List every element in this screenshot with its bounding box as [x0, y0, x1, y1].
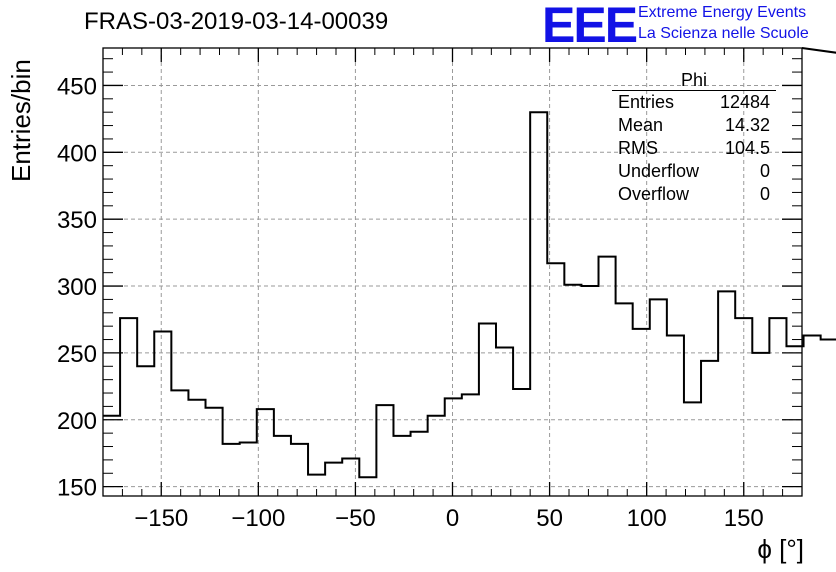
axis-ticks [102, 48, 803, 496]
histogram-bin [564, 285, 581, 496]
x-tick-label: 50 [536, 505, 563, 532]
x-tick-label: −150 [134, 505, 188, 532]
histogram-bin [462, 394, 479, 496]
histogram-bin [769, 318, 786, 496]
histogram-bin [821, 340, 836, 496]
stats-title: Phi [612, 70, 776, 91]
histogram-bin [616, 303, 633, 496]
stats-label: Mean [618, 115, 664, 135]
histogram-bin [650, 299, 667, 496]
histogram-bin [154, 332, 171, 496]
histogram-bin [223, 444, 240, 496]
stats-value: 0 [759, 184, 770, 204]
stats-label: Underflow [618, 161, 700, 181]
histogram-bin [103, 416, 120, 496]
histogram-bin [752, 353, 769, 496]
logo-tagline-1: Extreme Energy Events [638, 4, 807, 21]
histogram-bin [359, 477, 376, 496]
stats-value: 0 [759, 161, 770, 181]
stats-row-mean: Mean 14.32 [612, 114, 776, 137]
histogram-bin [445, 398, 462, 496]
histogram-bin [599, 257, 616, 496]
histogram-bin [171, 390, 188, 496]
histogram-bin [513, 389, 530, 496]
x-tick-label: −50 [335, 505, 376, 532]
histogram-bin [581, 286, 598, 496]
x-axis-label: ϕ [°] [757, 534, 804, 564]
stats-value: 104.5 [724, 138, 770, 158]
histogram-bin [188, 400, 205, 496]
tick-labels: −150 −100 −50 0 50 100 150 150 200 250 300 350 400 45… [57, 73, 764, 532]
histogram-bin [530, 112, 547, 496]
histogram-bin [633, 329, 650, 496]
x-tick-label: −100 [231, 505, 285, 532]
histogram-bin [291, 444, 308, 496]
x-tick-label: 100 [627, 505, 667, 532]
eee-logo: EEE [542, 0, 638, 53]
stats-label: Entries [618, 92, 675, 112]
stats-value: 12484 [719, 92, 770, 112]
histogram-bin [137, 366, 154, 496]
histogram-bin [701, 361, 718, 496]
histogram-bin [496, 348, 513, 496]
stats-value: 14.32 [724, 115, 770, 135]
stats-row-entries: Entries 12484 [612, 91, 776, 114]
histogram-outline [103, 47, 836, 479]
histogram-bin [206, 408, 223, 496]
stats-label: Overflow [618, 184, 690, 204]
histogram-bin [804, 336, 821, 496]
y-tick-label: 350 [57, 207, 97, 234]
histogram-bin [428, 416, 445, 496]
y-tick-label: 150 [57, 475, 97, 502]
histogram-bin [376, 405, 393, 496]
y-tick-label: 300 [57, 274, 97, 301]
y-axis-label: Entries/bin [6, 59, 36, 182]
histogram-bin [718, 291, 735, 496]
stats-row-overflow: Overflow 0 [612, 183, 776, 206]
y-tick-label: 250 [57, 341, 97, 368]
stats-row-underflow: Underflow 0 [612, 160, 776, 183]
stats-label: RMS [618, 138, 658, 158]
histogram-bin [120, 318, 137, 496]
y-tick-label: 450 [57, 73, 97, 100]
grid-lines [103, 48, 802, 496]
histogram-bin [684, 402, 701, 496]
y-tick-label: 400 [57, 140, 97, 167]
histogram-bin [257, 409, 274, 496]
histogram-bin [667, 336, 684, 496]
chart-title: FRAS-03-2019-03-14-00039 [84, 8, 389, 35]
logo-tagline-2: La Scienza nelle Scuole [638, 25, 809, 42]
histogram-bin [342, 459, 359, 496]
y-tick-label: 200 [57, 408, 97, 435]
histogram-bin [240, 443, 257, 496]
histogram-bin [325, 463, 342, 496]
stats-row-rms: RMS 104.5 [612, 137, 776, 160]
histogram-bin [479, 323, 496, 496]
x-tick-label: 150 [724, 505, 764, 532]
stats-box: Phi Entries 12484 Mean 14.32 RMS 104.5 U… [612, 70, 776, 206]
x-tick-label: 0 [446, 505, 459, 532]
